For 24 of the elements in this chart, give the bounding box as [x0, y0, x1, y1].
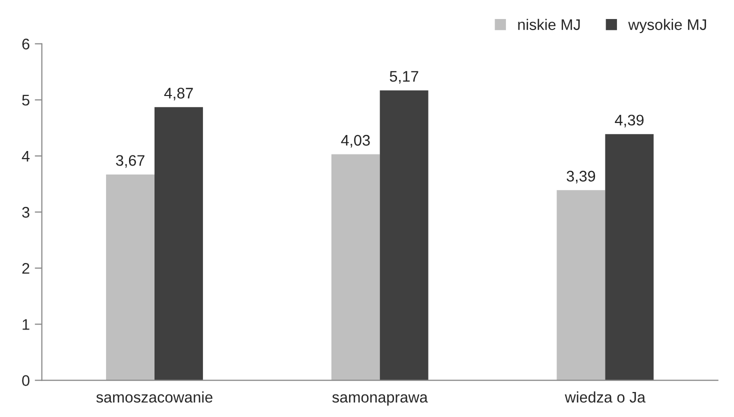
legend-label: niskie MJ — [518, 18, 580, 30]
bar — [380, 90, 428, 380]
y-tick-label: 3 — [22, 206, 30, 218]
data-label: 5,17 — [390, 71, 418, 84]
legend-label: wysokie MJ — [628, 18, 706, 34]
bar — [154, 107, 203, 380]
bar — [605, 134, 654, 380]
x-tick-label: samonaprawa — [332, 394, 428, 406]
data-label: 4,39 — [614, 114, 644, 128]
y-tick-label: 4 — [22, 150, 30, 162]
y-tick-label: 0 — [22, 375, 30, 386]
x-tick-label: samoszacowanie — [96, 391, 212, 403]
bar — [556, 190, 606, 380]
bar — [106, 174, 155, 380]
x-tick-label: wiedza o Ja — [564, 391, 646, 403]
data-label: 3,39 — [566, 170, 596, 184]
y-tick-label: 1 — [22, 319, 30, 330]
data-label: 3,67 — [116, 155, 144, 168]
y-tick-label: 6 — [22, 38, 30, 50]
bar — [331, 154, 380, 380]
y-tick-label: 2 — [22, 263, 30, 274]
y-tick-label: 5 — [22, 94, 30, 106]
data-label: 4,03 — [341, 134, 370, 148]
data-label: 4,87 — [164, 88, 193, 100]
